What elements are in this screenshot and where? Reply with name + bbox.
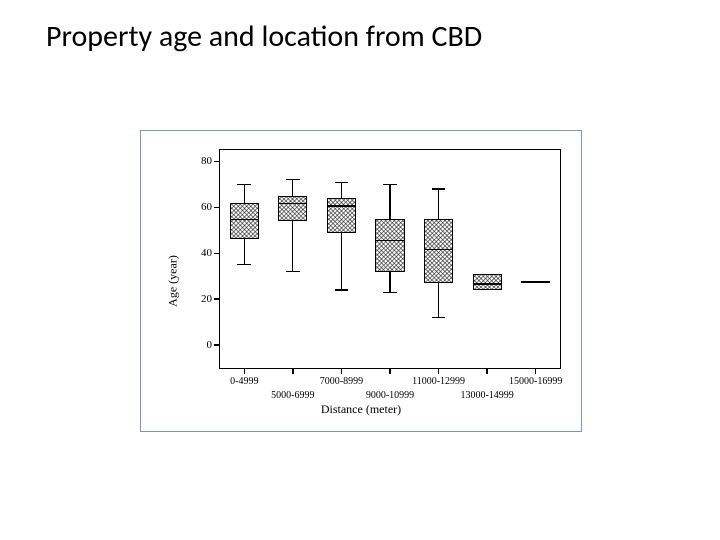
whisker-cap xyxy=(237,264,251,265)
x-tick-label: 15000-16999 xyxy=(509,376,562,387)
whisker-upper xyxy=(244,184,245,202)
y-tick-label: 0 xyxy=(207,339,213,351)
x-tick-label: 13000-14999 xyxy=(460,390,513,401)
median-line xyxy=(328,205,355,206)
y-tick-label: 80 xyxy=(201,155,212,167)
box xyxy=(375,219,404,272)
box xyxy=(424,219,453,283)
x-tick xyxy=(341,368,343,374)
median-line xyxy=(231,219,258,220)
x-tick-label: 9000-10999 xyxy=(366,390,414,401)
whisker-upper xyxy=(341,182,342,198)
whisker-upper xyxy=(438,189,439,219)
whisker-cap xyxy=(335,182,349,183)
whisker-upper xyxy=(389,184,390,218)
x-tick-label: 0-4999 xyxy=(230,376,258,387)
whisker-lower xyxy=(389,272,390,293)
whisker-cap xyxy=(237,184,251,185)
box-fill xyxy=(279,197,306,220)
whisker-cap xyxy=(286,179,300,180)
x-tick xyxy=(292,368,294,374)
y-tick xyxy=(214,344,220,346)
whisker-lower xyxy=(292,221,293,271)
y-tick xyxy=(214,207,220,209)
whisker-cap xyxy=(335,289,349,290)
x-tick-label: 5000-6999 xyxy=(271,390,314,401)
y-tick-label: 60 xyxy=(201,201,212,213)
box-fill xyxy=(231,204,258,239)
x-tick xyxy=(244,368,246,374)
slide-title: Property age and location from CBD xyxy=(46,18,482,55)
box xyxy=(230,203,259,240)
whisker-lower xyxy=(438,283,439,317)
boxplot-chart: 0 20 40 60 80 0-4999 5000-6999 7000-89999000-10… xyxy=(140,130,582,432)
y-tick xyxy=(214,161,220,163)
y-axis-title: Age (year) xyxy=(166,255,181,307)
x-tick-label: 7000-8999 xyxy=(320,376,363,387)
box-fill xyxy=(425,220,452,282)
box-fill xyxy=(474,275,501,289)
whisker-cap xyxy=(286,271,300,272)
box xyxy=(278,196,307,221)
box-fill xyxy=(328,199,355,231)
y-tick-label: 40 xyxy=(201,247,212,259)
whisker-cap xyxy=(383,184,397,185)
x-tick xyxy=(486,368,488,374)
whisker-lower xyxy=(341,233,342,290)
median-line xyxy=(279,203,306,204)
whisker-cap xyxy=(432,317,446,318)
whisker-cap xyxy=(432,188,446,189)
box-fill xyxy=(376,220,403,271)
x-tick xyxy=(438,368,440,374)
box xyxy=(521,281,550,283)
y-tick-label: 20 xyxy=(201,293,212,305)
median-line xyxy=(474,283,501,284)
x-axis-title: Distance (meter) xyxy=(141,402,581,417)
plot-area: 0204060800-49995000-69997000-89999000-10… xyxy=(219,149,561,369)
whisker-lower xyxy=(244,239,245,264)
y-tick xyxy=(214,253,220,255)
whisker-cap xyxy=(383,292,397,293)
median-line xyxy=(376,240,403,241)
x-tick xyxy=(535,368,537,374)
box xyxy=(473,274,502,290)
x-tick xyxy=(389,368,391,374)
median-line xyxy=(425,249,452,250)
box xyxy=(327,198,356,232)
whisker-upper xyxy=(292,180,293,196)
x-tick-label: 11000-12999 xyxy=(412,376,465,387)
y-tick xyxy=(214,298,220,300)
